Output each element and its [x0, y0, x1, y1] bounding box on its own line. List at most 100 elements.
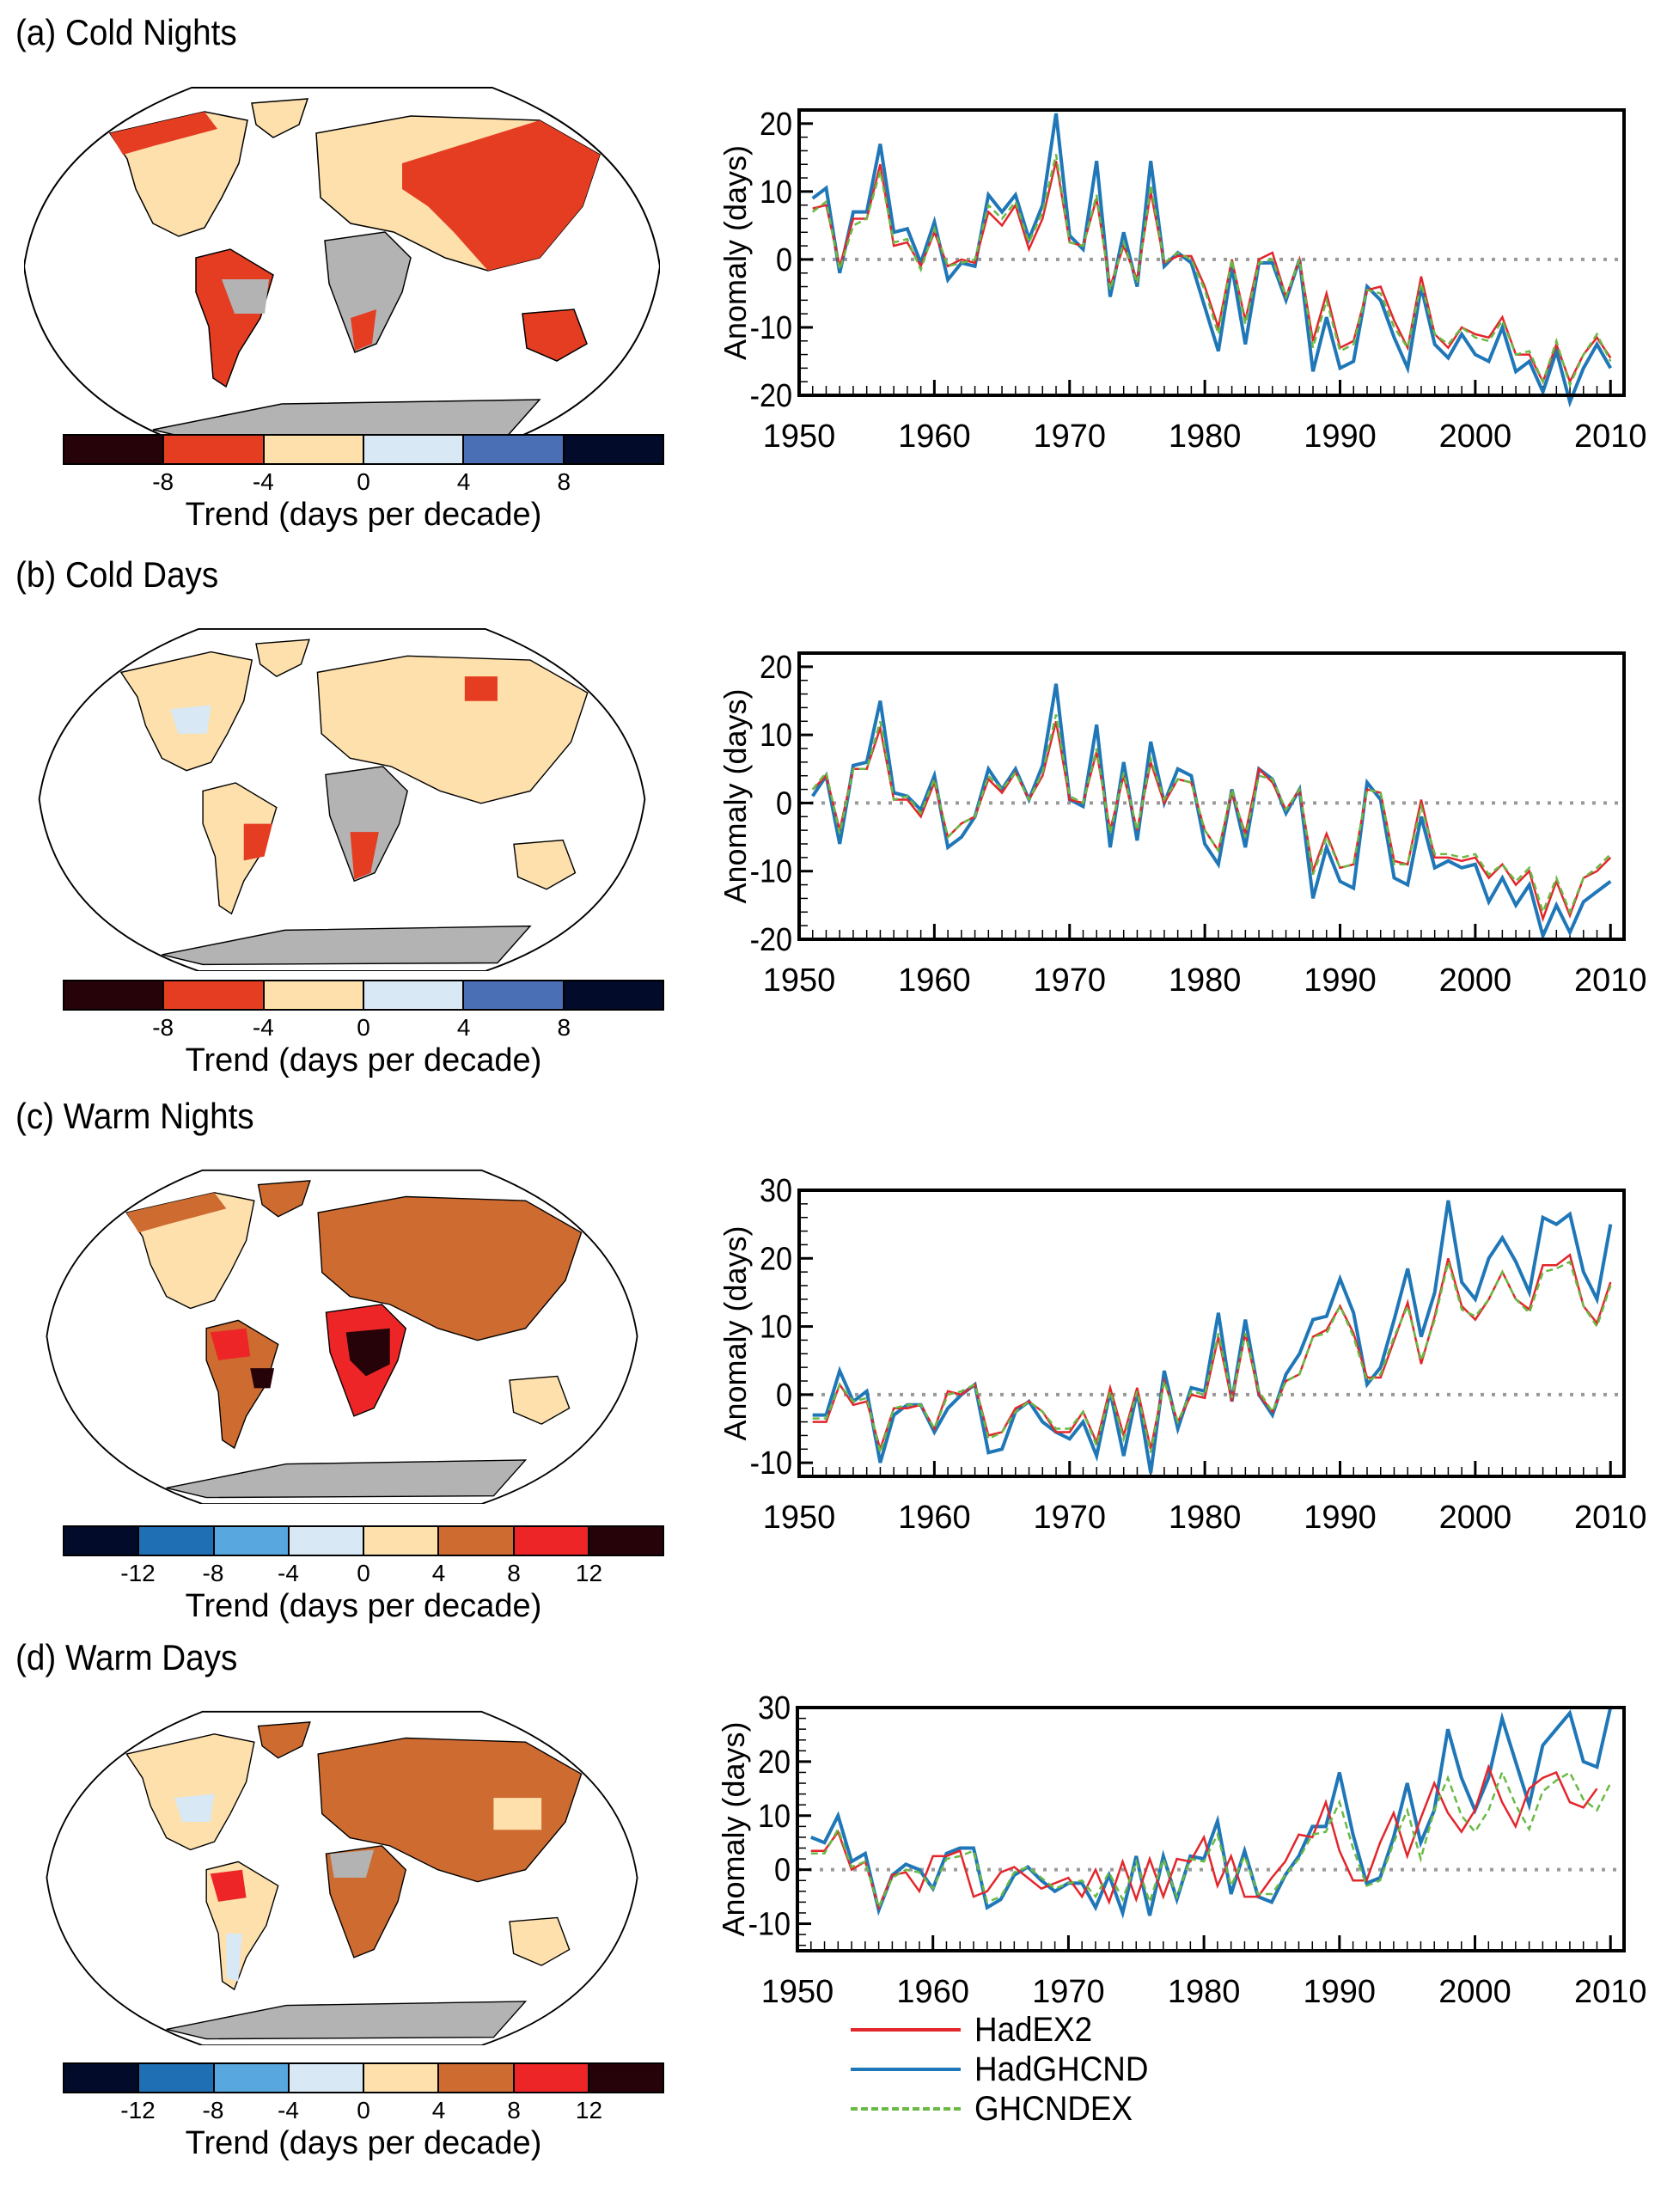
- x-tick-label: 1960: [896, 1974, 969, 2010]
- panel-b-map: [38, 627, 646, 971]
- series-line-ghcndex: [812, 1260, 1612, 1457]
- legend-label: HadGHCND: [974, 2050, 1149, 2088]
- series-line-hadghcnd: [811, 113, 1613, 408]
- colorbar-bin: [564, 981, 663, 1009]
- panel-b-timeseries: -20 -10 0 10 20 1950 1960 1970 1980 1990 2000 2010 A…: [717, 648, 1647, 999]
- y-tick-label: 30: [760, 1171, 792, 1208]
- colorbar-bin: [439, 1527, 515, 1555]
- colorbar-tick-label: -12: [120, 2097, 156, 2123]
- y-tick-label: 0: [774, 1851, 791, 1888]
- panel-d-title: (d) Warm Days: [15, 1637, 238, 1677]
- x-tick-label: 1980: [1169, 419, 1242, 455]
- panel-c-map: [46, 1169, 638, 1504]
- y-tick-label: 10: [758, 1797, 791, 1834]
- legend-label: HadEX2: [974, 2010, 1093, 2049]
- panel-a-timeseries: -20 -10 0 10 20 1950 1960 1970 1980 1990 2000 2010 A…: [717, 105, 1647, 455]
- y-tick-label: 30: [758, 1689, 791, 1726]
- y-tick-label: 20: [760, 1240, 792, 1277]
- y-axis-label: Anomaly (days): [717, 688, 753, 903]
- series-line-ghcndex: [811, 154, 1612, 388]
- world-map-warm-days: [46, 1710, 638, 2045]
- panel-a-map: [24, 87, 660, 447]
- colorbar-tick-label: 0: [357, 468, 370, 495]
- colorbar-bin: [364, 2064, 440, 2092]
- series-line-ghcndex: [810, 1769, 1612, 1911]
- colorbar-bin: [214, 1527, 290, 1555]
- colorbar-bin: [214, 2064, 290, 2092]
- colorbar-tick-label: -4: [252, 468, 274, 495]
- panel-d-map: [46, 1710, 638, 2045]
- colorbar-bin: [289, 2064, 364, 2092]
- world-map-cold-days: [38, 627, 646, 971]
- colorbar-bin: [289, 1527, 364, 1555]
- x-tick-label: 1980: [1169, 962, 1242, 999]
- panel-d-colorbar-label: Trend (days per decade): [185, 2125, 542, 2161]
- y-tick-label: 20: [760, 648, 792, 685]
- colorbar-tick-label: 4: [456, 468, 471, 495]
- legend-swatch-ghcndex: [851, 2107, 961, 2111]
- colorbar-bin: [364, 1527, 440, 1555]
- plot-frame: [797, 1188, 1626, 1478]
- colorbar-tick-label: -8: [202, 1560, 224, 1586]
- y-tick-label: 0: [776, 1376, 792, 1413]
- y-axis-label: Anomaly (days): [717, 145, 753, 360]
- x-tick-label: 1960: [898, 962, 971, 999]
- x-tick-label: 1960: [898, 1500, 971, 1536]
- legend-item-ghcndex: GHCNDEX: [851, 2090, 1163, 2128]
- y-tick-label: 10: [760, 1308, 792, 1345]
- x-tick-label: 1990: [1304, 1974, 1377, 2010]
- panel-c-timeseries: -10 0 10 20 30 1950 1960 1970 1980 1990 2000 2010 An…: [717, 1171, 1647, 1536]
- colorbar-bin: [589, 1527, 663, 1555]
- colorbar-tick-label: -8: [152, 468, 174, 495]
- x-tick-label: 2000: [1439, 1500, 1512, 1536]
- legend: HadEX2 HadGHCND GHCNDEX: [851, 2011, 1163, 2130]
- x-tick-label: 2000: [1439, 962, 1512, 999]
- y-tick-label: 10: [760, 173, 792, 210]
- colorbar-bin: [514, 1527, 589, 1555]
- colorbar-bin: [363, 436, 465, 463]
- x-tick-label: 1950: [763, 962, 836, 999]
- world-map-cold-nights: [24, 87, 660, 447]
- x-tick-label: 2010: [1574, 1974, 1647, 2010]
- plot-frame: [797, 651, 1626, 941]
- colorbar-tick-label: -12: [120, 1560, 156, 1586]
- colorbar-bin: [564, 436, 663, 463]
- x-tick-label: 2000: [1438, 1974, 1511, 2010]
- colorbar-tick-label: -4: [252, 1014, 274, 1041]
- colorbar-tick-label: 4: [431, 2097, 446, 2123]
- colorbar-bin: [64, 981, 165, 1009]
- y-axis-label: Anomaly (days): [717, 1225, 753, 1440]
- legend-swatch-hadex2: [851, 2028, 961, 2032]
- legend-swatch-hadghcnd: [851, 2068, 961, 2071]
- colorbar-tick-label: 8: [557, 468, 571, 495]
- y-tick-label: 20: [760, 105, 792, 142]
- colorbar-tick-label: -8: [152, 1014, 174, 1041]
- colorbar-tick-label: -4: [278, 2097, 299, 2123]
- series-line-hadghcnd: [812, 1200, 1613, 1474]
- y-tick-label: 0: [776, 241, 792, 278]
- colorbar-tick-label: 4: [456, 1014, 471, 1041]
- colorbar-tick-label: 0: [357, 1014, 370, 1041]
- colorbar-bin: [139, 2064, 215, 2092]
- panel-c-colorbar-label: Trend (days per decade): [185, 1588, 542, 1624]
- plot-frame: [796, 1706, 1626, 1952]
- colorbar-bin: [139, 1527, 215, 1555]
- y-tick-label: 0: [776, 785, 792, 822]
- colorbar-bin: [264, 981, 364, 1009]
- panel-b-colorbar: [63, 980, 664, 1011]
- series-line-ghcndex: [811, 714, 1612, 916]
- colorbar-tick-label: 8: [507, 2097, 521, 2123]
- panel-c-title: (c) Warm Nights: [15, 1096, 254, 1136]
- y-tick-label: -10: [750, 1444, 792, 1481]
- x-tick-label: 1990: [1304, 1500, 1377, 1536]
- colorbar-tick-label: 0: [357, 2097, 370, 2123]
- y-axis-label: Anomaly (days): [716, 1721, 751, 1936]
- x-tick-label: 1970: [1033, 1500, 1106, 1536]
- colorbar-tick-label: 12: [575, 2097, 603, 2123]
- x-tick-label: 1960: [898, 419, 971, 455]
- legend-item-hadex2: HadEX2: [851, 2011, 1163, 2049]
- series-line-hadex2: [812, 161, 1612, 385]
- y-tick-label: -10: [750, 852, 792, 889]
- panel-a-colorbar-label: Trend (days per decade): [185, 497, 542, 533]
- x-tick-label: 1970: [1033, 962, 1106, 999]
